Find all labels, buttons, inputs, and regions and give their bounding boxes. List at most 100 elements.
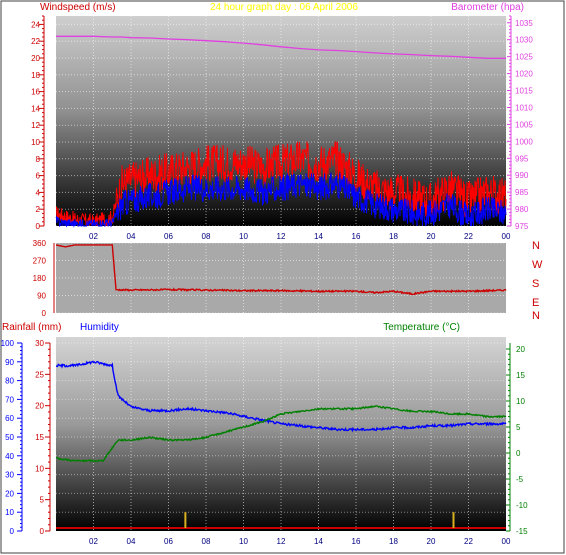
time-tick-label-p3: 02	[89, 537, 98, 546]
windspeed-tick-label: 6	[36, 172, 41, 181]
windspeed-tick-label: 14	[31, 104, 40, 113]
barometer-tick-label: 980	[515, 205, 529, 214]
windspeed-axis-title: Windspeed (m/s)	[40, 2, 116, 13]
compass-label: E	[532, 297, 539, 309]
windspeed-tick-label: 18	[31, 71, 40, 80]
rain-tick-label: 0	[40, 527, 45, 536]
humidity-line	[56, 360, 507, 433]
rain-tick-label: 5	[40, 496, 45, 505]
barometer-tick-label: 995	[515, 154, 529, 163]
compass-label: N	[532, 310, 540, 322]
compass-label: S	[532, 278, 539, 290]
rain-tick-label: 30	[35, 339, 44, 348]
time-tick-label-p1: 18	[389, 232, 398, 241]
barometer-tick-label: 1015	[515, 87, 533, 96]
windspeed-tick-label: 10	[31, 138, 40, 147]
windspeed-tick-label: 0	[36, 222, 41, 231]
time-tick-label-p1: 12	[277, 232, 286, 241]
barometer-tick-label: 985	[515, 188, 529, 197]
time-tick-label-p3: 06	[164, 537, 173, 546]
barometer-tick-label: 990	[515, 171, 529, 180]
humidity-tick-label: 50	[5, 433, 14, 442]
time-tick-label-p1: 22	[464, 232, 473, 241]
humidity-tick-label: 0	[10, 527, 15, 536]
time-tick-label-p3: 12	[277, 537, 286, 546]
direction-tick-label: 0	[42, 309, 47, 318]
time-tick-label-p3: 08	[202, 537, 211, 546]
humidity-tick-label: 90	[5, 358, 14, 367]
time-tick-label-p3: 20	[427, 537, 436, 546]
time-tick-label-p1: 06	[164, 232, 173, 241]
time-tick-label-p1: 04	[127, 232, 136, 241]
rainfall-axis-title: Rainfall (mm)	[2, 322, 61, 333]
rain-tick-label: 20	[35, 402, 44, 411]
barometer-tick-label: 1010	[515, 103, 533, 112]
barometer-tick-label: 1020	[515, 70, 533, 79]
time-tick-label-p1: 20	[427, 232, 436, 241]
humidity-tick-label: 80	[5, 377, 14, 386]
time-tick-label-p3: 00	[502, 537, 511, 546]
humidity-tick-label: 10	[5, 508, 14, 517]
time-tick-label-p1: 16	[352, 232, 361, 241]
humidity-tick-label: 40	[5, 452, 14, 461]
humidity-tick-label: 20	[5, 489, 14, 498]
temperature-tick-label: 15	[516, 371, 525, 380]
temperature-tick-label: -15	[516, 527, 528, 536]
direction-tick-label: 90	[37, 292, 46, 301]
windspeed-tick-label: 20	[31, 54, 40, 63]
barometer-tick-label: 1005	[515, 120, 533, 129]
time-tick-label-p1: 08	[202, 232, 211, 241]
direction-tick-label: 360	[33, 239, 47, 248]
direction-tick-label: 180	[33, 274, 47, 283]
temperature-line	[55, 405, 507, 463]
time-tick-label-p3: 14	[314, 537, 323, 546]
humidity-tick-label: 30	[5, 471, 14, 480]
windspeed-tick-label: 8	[36, 155, 41, 164]
humidity-tick-label: 70	[5, 395, 14, 404]
time-tick-label-p1: 10	[239, 232, 248, 241]
barometer-tick-label: 1025	[515, 53, 533, 62]
time-tick-label-p1: 02	[89, 232, 98, 241]
windspeed-tick-label: 2	[36, 205, 41, 214]
barometer-axis-title: Barometer (hpa)	[451, 2, 524, 13]
temperature-tick-label: 20	[516, 345, 525, 354]
windspeed-tick-label: 22	[31, 37, 40, 46]
wind-direction-line	[55, 244, 507, 296]
direction-tick-label: 270	[33, 257, 47, 266]
windspeed-tick-label: 12	[31, 121, 40, 130]
rain-tick-label: 25	[35, 370, 44, 379]
time-tick-label-p3: 04	[127, 537, 136, 546]
temperature-axis-title: Temperature (°C)	[383, 322, 460, 333]
windspeed-tick-label: 16	[31, 88, 40, 97]
barometer-tick-label: 1035	[515, 19, 533, 28]
time-tick-label-p3: 18	[389, 537, 398, 546]
time-tick-label-p3: 10	[239, 537, 248, 546]
windspeed-tick-label: 4	[36, 188, 41, 197]
temperature-tick-label: -5	[516, 475, 524, 484]
rain-tick-label: 15	[35, 433, 44, 442]
humidity-axis-title: Humidity	[80, 322, 119, 333]
compass-label: W	[532, 259, 543, 271]
wind-average-line	[55, 172, 507, 228]
windspeed-tick-label: 24	[31, 20, 40, 29]
time-tick-label-p3: 16	[352, 537, 361, 546]
compass-label: N	[532, 240, 540, 252]
time-tick-label-p3: 22	[464, 537, 473, 546]
temperature-tick-label: 10	[516, 397, 525, 406]
barometer-tick-label: 1030	[515, 36, 533, 45]
time-tick-label-p1: 00	[502, 232, 511, 241]
humidity-tick-label: 60	[5, 414, 14, 423]
temperature-tick-label: 5	[516, 423, 521, 432]
time-tick-label-p1: 14	[314, 232, 323, 241]
barometer-line	[56, 35, 506, 59]
barometer-tick-label: 1000	[515, 137, 533, 146]
humidity-tick-label: 100	[1, 339, 15, 348]
barometer-tick-label: 975	[515, 222, 529, 231]
graph-title: 24 hour graph day : 06 April 2006	[210, 2, 358, 13]
temperature-tick-label: 0	[516, 449, 521, 458]
temperature-tick-label: -10	[516, 501, 528, 510]
rain-tick-label: 10	[35, 464, 44, 473]
